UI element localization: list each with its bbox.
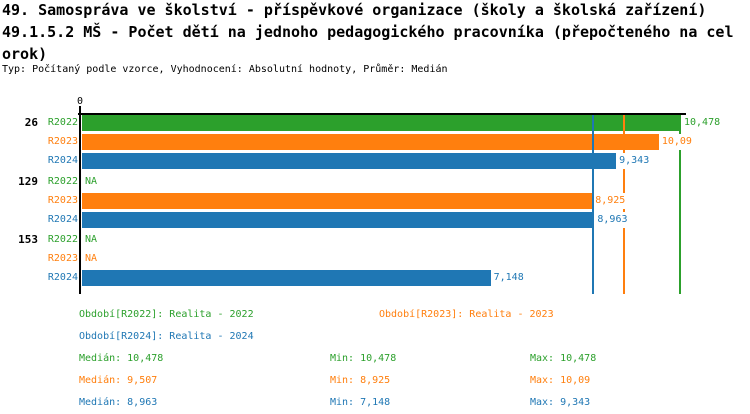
legend-entry-R2023: Období[R2023]: Realita - 2023: [379, 309, 554, 320]
stat-min-R2023: Min: 8,925: [330, 375, 391, 386]
report-meta-line: Typ: Počítaný podle vzorce, Vyhodnocení:…: [2, 64, 448, 75]
stat-min-R2022: Min: 10,478: [330, 353, 397, 364]
group-label-153: 153: [18, 233, 38, 246]
median-line-R2022: [679, 115, 681, 294]
bar-153-R2024: [82, 270, 491, 286]
row-label-129-R2024: R2024: [47, 213, 78, 225]
median-line-R2024: [592, 115, 595, 294]
na-label-153-R2022: NA: [85, 232, 98, 248]
stat-median-R2022: Medián: 10,478: [79, 353, 164, 364]
row-label-153-R2023: R2023: [47, 253, 78, 264]
group-label-129: 129: [18, 174, 38, 188]
bar-26-R2022: [82, 115, 681, 131]
stat-max-R2024: Max: 9,343: [530, 397, 591, 408]
stat-max-R2023: Max: 10,09: [530, 375, 591, 386]
group-label-26: 26: [24, 116, 38, 129]
value-label-26-R2022: 10,478: [684, 115, 721, 131]
stat-min-R2024: Min: 7,148: [330, 397, 391, 408]
row-label-26-R2023: R2023: [47, 136, 78, 147]
value-label-26-R2023: 10,09: [661, 134, 692, 150]
bar-26-R2023: [82, 134, 659, 150]
report-title-line3: orok): [2, 45, 48, 63]
report-title-line1: 49. Samospráva ve školství - příspěvkové…: [2, 1, 707, 19]
row-label-129-R2023: R2023: [47, 194, 78, 206]
row-label-26-R2022: R2022: [47, 117, 78, 128]
value-label-129-R2023: 8,925: [595, 192, 626, 209]
value-label-153-R2024: 7,148: [493, 270, 524, 286]
y-axis-line: [79, 106, 81, 294]
na-label-129-R2022: NA: [85, 173, 98, 190]
na-label-153-R2023: NA: [85, 251, 98, 267]
stat-max-R2022: Max: 10,478: [530, 353, 597, 364]
report-title-line2: 49.1.5.2 MŠ - Počet dětí na jednoho peda…: [2, 23, 734, 41]
row-label-153-R2024: R2024: [47, 272, 78, 283]
value-label-129-R2024: 8,963: [597, 211, 628, 228]
legend-entry-R2022: Období[R2022]: Realita - 2022: [79, 309, 254, 320]
value-label-26-R2024: 9,343: [619, 153, 650, 169]
bar-129-R2024: [82, 211, 595, 228]
x-axis-zero-tick-label: 0: [76, 96, 84, 107]
bar-129-R2023: [82, 192, 593, 209]
row-label-129-R2022: R2022: [47, 175, 78, 187]
stat-median-R2024: Medián: 8,963: [79, 397, 158, 408]
stat-median-R2023: Medián: 9,507: [79, 375, 158, 386]
legend-entry-R2024: Období[R2024]: Realita - 2024: [79, 331, 254, 342]
bar-26-R2024: [82, 153, 617, 169]
row-label-153-R2022: R2022: [47, 234, 78, 245]
row-label-26-R2024: R2024: [47, 155, 78, 166]
x-axis-line: [78, 113, 686, 115]
